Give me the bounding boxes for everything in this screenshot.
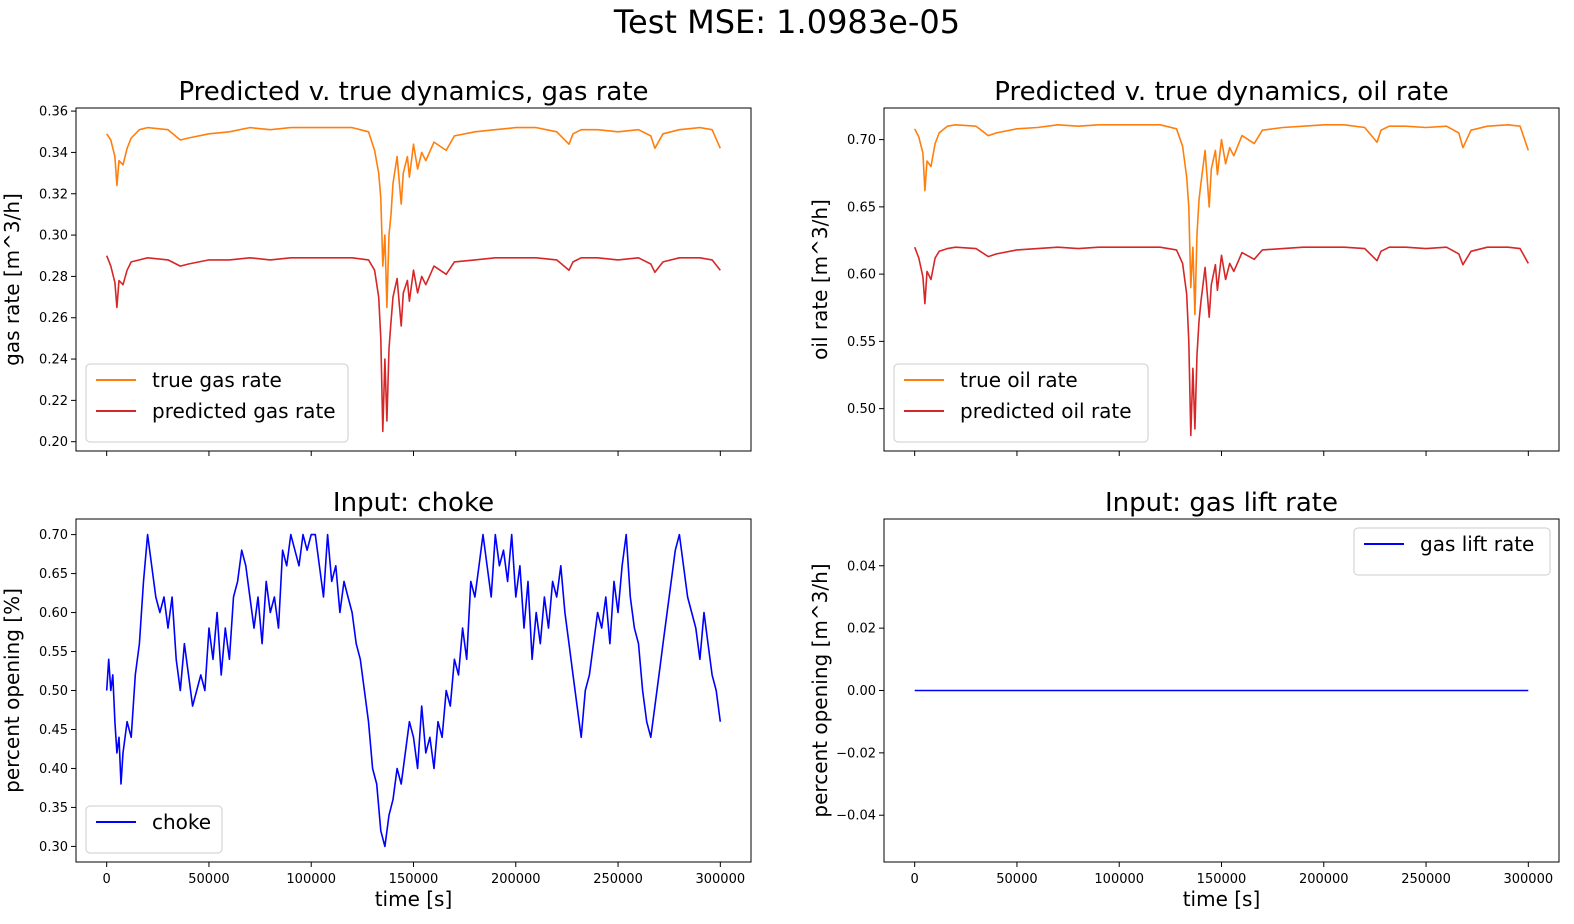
legend-label: choke (152, 810, 211, 834)
y-tick-label: 0.26 (39, 311, 68, 326)
y-tick-label: 0.32 (39, 187, 68, 202)
series-line-true-gas-rate (106, 126, 722, 309)
x-tick-label: 50000 (996, 872, 1037, 887)
y-tick-label: 0.60 (39, 606, 68, 621)
legend: choke (85, 805, 223, 854)
y-tick-label: 0.70 (39, 528, 68, 543)
series-line-predicted-oil-rate (913, 246, 1529, 437)
legend-label: gas lift rate (1420, 532, 1534, 556)
legend-label: true oil rate (960, 368, 1078, 392)
x-tick-label: 0 (911, 872, 919, 887)
y-tick-label: 0.70 (847, 133, 876, 148)
y-axis-label: percent opening [m^3/h] (808, 563, 832, 817)
legend: true gas rate predicted gas rate (85, 363, 349, 443)
x-tick-label: 300000 (1503, 872, 1553, 887)
y-axis-label: percent opening [%] (0, 588, 24, 793)
plot-title: Predicted v. true dynamics, gas rate (178, 77, 648, 107)
x-tick-label: 100000 (286, 872, 336, 887)
y-tick-label: 0.65 (847, 200, 876, 215)
figure-title: Test MSE: 1.0983e-05 (613, 3, 961, 41)
x-tick-label: 200000 (1299, 872, 1349, 887)
y-axis-label: gas rate [m^3/h] (0, 193, 24, 366)
legend-box (85, 363, 349, 443)
plot-title: Input: choke (333, 488, 494, 518)
y-axis-label: oil rate [m^3/h] (808, 199, 832, 360)
legend: true oil rate predicted oil rate (893, 363, 1149, 443)
series-line-predicted-gas-rate (105, 255, 721, 433)
y-tick-label: 0.30 (39, 229, 68, 244)
x-tick-label: 150000 (389, 872, 439, 887)
y-tick-label: 0.02 (847, 622, 876, 637)
y-tick-label: 0.24 (39, 353, 68, 368)
legend-box (893, 363, 1149, 443)
legend-label: true gas rate (152, 368, 282, 392)
gas-rate-panel: Predicted v. true dynamics, gas rate 0.20… (0, 77, 752, 456)
x-tick-label: 300000 (695, 872, 745, 887)
y-tick-label: 0.30 (39, 840, 68, 855)
x-tick-label: 100000 (1094, 872, 1144, 887)
y-tick-label: 0.50 (847, 402, 876, 417)
x-axis-label: time [s] (1183, 887, 1261, 911)
x-axis-label: time [s] (375, 887, 453, 911)
oil-rate-panel: Predicted v. true dynamics, oil rate 0.50… (808, 77, 1560, 456)
y-tick-label: 0.55 (39, 645, 68, 660)
y-tick-label: 0.00 (847, 684, 876, 699)
y-tick-label: 0.35 (39, 801, 68, 816)
plot-title: Input: gas lift rate (1105, 488, 1338, 518)
y-tick-label: 0.40 (39, 762, 68, 777)
y-tick-label: 0.22 (39, 394, 68, 409)
x-tick-label: 250000 (593, 872, 643, 887)
legend: gas lift rate (1353, 527, 1551, 576)
legend-label: predicted gas rate (152, 399, 336, 423)
y-tick-label: −0.02 (836, 746, 876, 761)
x-tick-label: 0 (103, 872, 111, 887)
gas-lift-panel: Input: gas lift rate 0 50000 100000 150000 20… (808, 488, 1560, 911)
y-tick-label: 0.45 (39, 723, 68, 738)
choke-panel: Input: choke 0 50000 100000 150000 200000 2500… (0, 488, 752, 911)
y-tick-label: 0.28 (39, 270, 68, 285)
x-tick-label: 50000 (188, 872, 229, 887)
legend-box (85, 805, 223, 854)
legend-label: predicted oil rate (960, 399, 1132, 423)
series-line-choke (105, 533, 722, 848)
y-tick-label: 0.04 (847, 559, 876, 574)
y-tick-label: 0.50 (39, 684, 68, 699)
legend-box (1353, 527, 1551, 576)
y-tick-label: 0.55 (847, 335, 876, 350)
x-tick-label: 200000 (491, 872, 541, 887)
series-line-true-oil-rate (913, 124, 1530, 316)
y-tick-label: 0.65 (39, 567, 68, 582)
x-tick-label: 250000 (1401, 872, 1451, 887)
y-tick-label: 0.20 (39, 435, 68, 450)
plot-title: Predicted v. true dynamics, oil rate (994, 77, 1449, 107)
y-tick-label: 0.34 (39, 146, 68, 161)
y-tick-label: 0.60 (847, 268, 876, 283)
y-tick-label: −0.04 (836, 809, 876, 824)
x-tick-label: 150000 (1197, 872, 1247, 887)
y-tick-label: 0.36 (39, 105, 68, 120)
